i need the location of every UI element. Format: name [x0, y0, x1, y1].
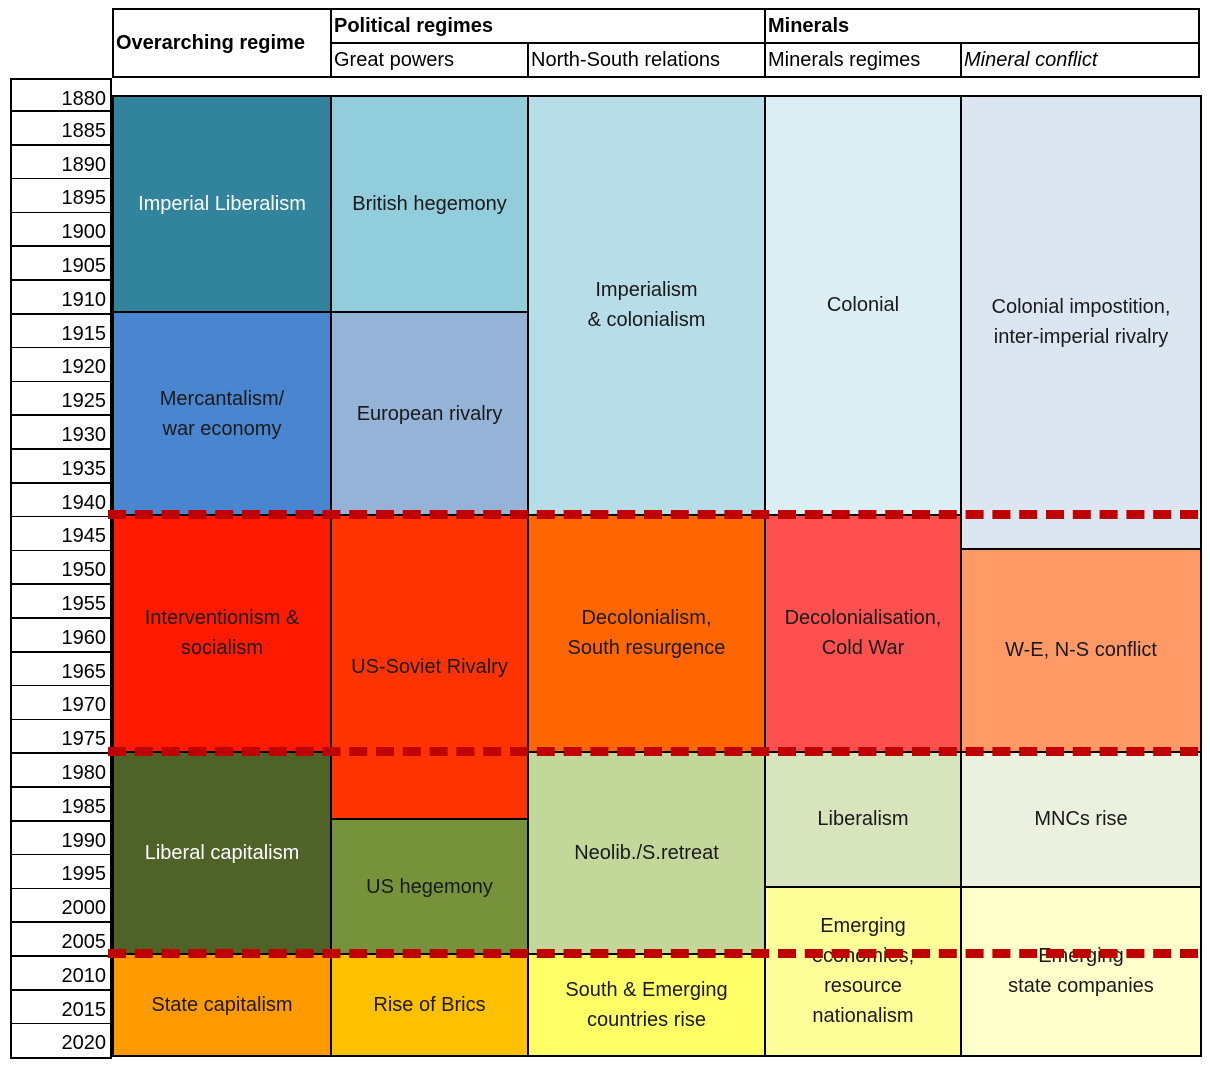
mineral-conflict-block-3: MNCs rise: [960, 750, 1202, 888]
overarching-block-3: Interventionism & socialism: [112, 514, 332, 753]
year-label-1940: 1940: [10, 483, 112, 518]
year-label-1905: 1905: [10, 247, 112, 282]
minerals-regimes-block-4: Emerging economies, resource nationalism: [764, 885, 962, 1057]
year-label-1930: 1930: [10, 416, 112, 451]
year-label-1910: 1910: [10, 280, 112, 316]
mineral-conflict-block-2: W-E, N-S conflict: [960, 547, 1202, 753]
overarching-block-2: Mercantalism/ war economy: [112, 311, 332, 517]
year-label-1965: 1965: [10, 652, 112, 687]
year-label-1945: 1945: [10, 517, 112, 552]
year-label-1885: 1885: [10, 111, 112, 147]
header-minerals: Minerals: [764, 8, 1200, 44]
year-label-1935: 1935: [10, 449, 112, 485]
year-label-1925: 1925: [10, 382, 112, 417]
header-great-powers: Great powers: [330, 42, 529, 78]
year-label-2005: 2005: [10, 923, 112, 958]
period-break-line-1977: [108, 746, 1198, 756]
minerals-regimes-block-2: Decolonialisation, Cold War: [764, 514, 962, 753]
overarching-block-5: State capitalism: [112, 953, 332, 1057]
header-north-south-relations: North-South relations: [527, 42, 766, 78]
year-label-1915: 1915: [10, 314, 112, 349]
year-label-1985: 1985: [10, 787, 112, 823]
header-mineral-conflict: Mineral conflict: [960, 42, 1200, 78]
mineral-conflict-block-4: Emerging state companies: [960, 885, 1202, 1057]
year-label-2015: 2015: [10, 990, 112, 1025]
minerals-regimes-block-1: Colonial: [764, 94, 962, 516]
great-powers-block-4: US hegemony: [330, 818, 529, 956]
north-south-block-2: Decolonialism, South resurgence: [527, 514, 766, 753]
great-powers-block-3: US-Soviet Rivalry: [330, 514, 529, 821]
year-label-1920: 1920: [10, 348, 112, 383]
year-label-1990: 1990: [10, 821, 112, 856]
year-label-2000: 2000: [10, 889, 112, 924]
great-powers-block-5: Rise of Brics: [330, 953, 529, 1057]
great-powers-block-1: British hegemony: [330, 94, 529, 314]
minerals-regimes-block-3: Liberalism: [764, 750, 962, 888]
year-label-1970: 1970: [10, 686, 112, 721]
overarching-block-4: Liberal capitalism: [112, 750, 332, 956]
period-break-line-2007: [108, 949, 1198, 959]
header-political-regimes: Political regimes: [330, 8, 766, 44]
period-break-line-1942: [108, 510, 1198, 520]
year-label-1895: 1895: [10, 179, 112, 214]
year-label-1955: 1955: [10, 585, 112, 620]
overarching-block-1: Imperial Liberalism: [112, 94, 332, 314]
north-south-block-4: South & Emerging countries rise: [527, 953, 766, 1057]
year-label-1900: 1900: [10, 213, 112, 248]
header-minerals-regimes: Minerals regimes: [764, 42, 962, 78]
year-label-1880: 1880: [10, 78, 112, 113]
header-overarching-regime: Overarching regime: [112, 8, 332, 78]
year-label-1980: 1980: [10, 754, 112, 789]
mineral-conflict-block-1: Colonial impostition, inter-imperial riv…: [960, 94, 1202, 550]
north-south-block-3: Neolib./S.retreat: [527, 750, 766, 956]
year-label-1960: 1960: [10, 618, 112, 654]
great-powers-block-2: European rivalry: [330, 311, 529, 517]
year-label-2010: 2010: [10, 956, 112, 992]
year-label-1890: 1890: [10, 145, 112, 180]
year-label-1995: 1995: [10, 855, 112, 890]
north-south-block-1: Imperialism & colonialism: [527, 94, 766, 516]
year-label-2020: 2020: [10, 1024, 112, 1059]
year-label-1950: 1950: [10, 551, 112, 586]
year-label-1975: 1975: [10, 720, 112, 755]
